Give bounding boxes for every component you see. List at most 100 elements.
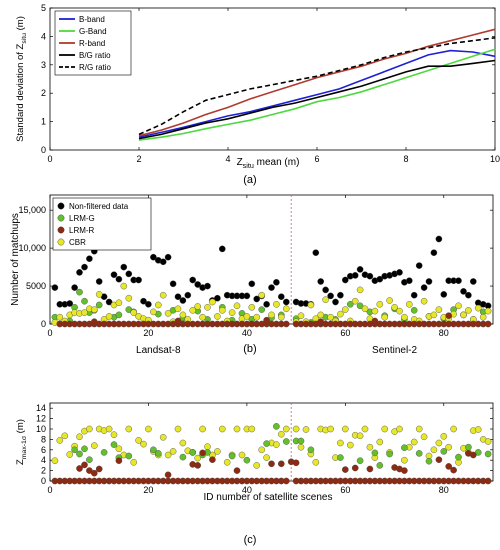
data-point — [174, 293, 182, 301]
data-point — [194, 303, 201, 310]
data-point — [179, 453, 187, 461]
data-point — [125, 294, 133, 302]
data-point — [199, 449, 206, 457]
data-point — [130, 309, 137, 316]
data-point — [317, 278, 325, 285]
data-point — [332, 298, 339, 306]
data-point — [95, 291, 103, 298]
data-point — [223, 458, 231, 466]
data-point — [218, 245, 226, 253]
data-point — [282, 298, 290, 306]
legend-marker — [57, 226, 65, 234]
data-point — [460, 311, 467, 319]
data-point — [268, 311, 275, 319]
data-point — [479, 313, 487, 321]
panel-label: (a) — [243, 174, 256, 186]
data-point — [410, 291, 418, 299]
data-point — [410, 306, 418, 314]
data-point — [450, 425, 457, 433]
data-point — [376, 275, 384, 283]
data-point — [71, 284, 78, 291]
y-tick-label: 6 — [41, 445, 46, 455]
y-tick-label: 0 — [41, 476, 46, 486]
data-point — [164, 310, 172, 317]
data-point — [268, 460, 275, 468]
data-point — [420, 433, 428, 441]
data-point — [307, 301, 315, 309]
data-point — [150, 308, 157, 316]
y-tick-label: 5 — [41, 3, 46, 13]
data-point — [248, 303, 256, 311]
data-point — [115, 311, 123, 319]
y-tick-label: 5000 — [26, 281, 46, 291]
legend-label: LRM-G — [69, 214, 95, 223]
data-point — [95, 301, 103, 309]
data-point — [159, 433, 167, 441]
data-point — [415, 425, 423, 433]
data-point — [371, 307, 379, 315]
data-point — [460, 288, 467, 295]
data-point — [425, 278, 433, 285]
data-point — [445, 443, 453, 451]
data-point — [76, 465, 83, 472]
y-tick-label: 0 — [41, 145, 46, 155]
data-point — [469, 451, 477, 459]
data-point — [174, 425, 182, 433]
legend-label: B-band — [79, 15, 105, 24]
data-point — [371, 317, 379, 325]
data-point — [174, 317, 182, 325]
data-point — [366, 443, 374, 451]
panel-label: (b) — [243, 343, 256, 355]
panel-b: 0 20 40 60 80 0 5000 10,000 15,000 Non-filtered d… — [10, 194, 494, 356]
y-tick-label: 10 — [36, 424, 46, 434]
data-point — [179, 311, 187, 319]
data-point — [273, 423, 280, 430]
data-point — [164, 451, 172, 459]
data-point — [401, 467, 408, 474]
data-point — [415, 262, 423, 269]
data-point — [484, 477, 492, 485]
x-tick-label: 6 — [314, 154, 319, 164]
data-point — [253, 313, 261, 321]
data-point — [455, 277, 462, 285]
data-point — [341, 276, 349, 284]
data-point — [337, 310, 344, 318]
data-point — [214, 294, 221, 302]
data-point — [81, 461, 88, 469]
data-point — [91, 442, 98, 449]
data-point — [371, 449, 379, 457]
data-point — [420, 297, 428, 305]
data-point — [209, 456, 216, 464]
data-point — [81, 445, 88, 453]
y-tick-label: 3 — [41, 60, 46, 70]
data-point — [120, 282, 128, 290]
y-tick-label: 14 — [36, 403, 46, 413]
data-point — [228, 309, 236, 316]
data-point — [105, 298, 113, 306]
data-point — [435, 456, 443, 464]
data-point — [66, 300, 73, 307]
data-point — [100, 449, 108, 456]
data-point — [95, 278, 103, 285]
data-point — [243, 292, 251, 300]
series-line — [138, 59, 496, 140]
series-line — [138, 48, 496, 141]
data-point — [253, 462, 261, 469]
y-axis-label-rest: (m) — [15, 419, 26, 436]
data-point — [277, 313, 285, 321]
data-point — [282, 305, 290, 313]
data-point — [465, 291, 472, 299]
region-label: Sentinel-2 — [372, 345, 417, 356]
data-point — [189, 306, 196, 314]
data-point — [150, 253, 157, 261]
data-point — [405, 300, 413, 308]
data-point — [440, 432, 448, 440]
data-point — [179, 439, 187, 447]
data-point — [51, 457, 59, 465]
data-point — [169, 280, 177, 288]
data-point — [327, 292, 334, 300]
data-point — [253, 295, 261, 303]
data-point — [282, 320, 290, 328]
data-point — [105, 425, 113, 433]
